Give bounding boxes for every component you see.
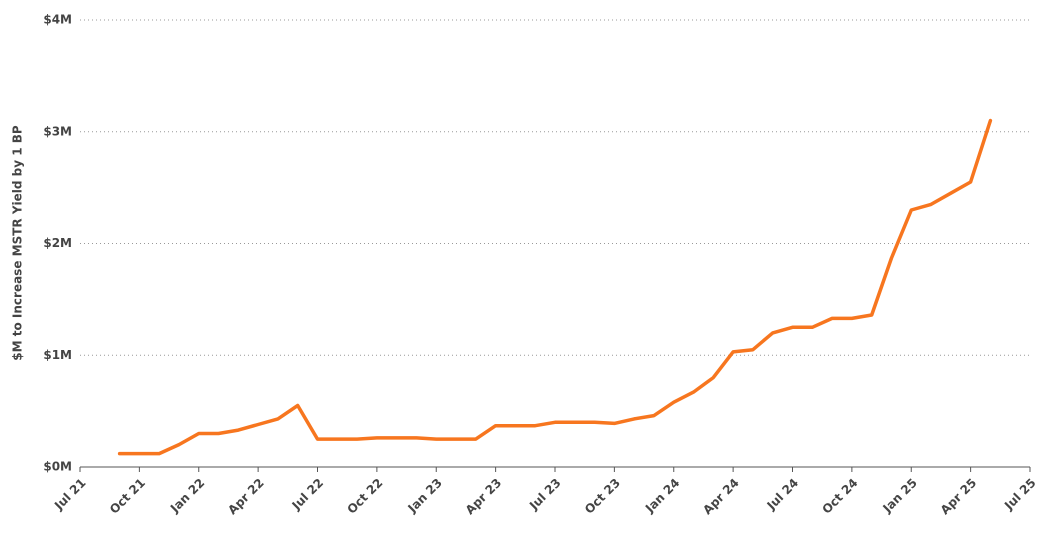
- y-tick-label: $0M: [43, 460, 72, 474]
- y-tick-label: $2M: [43, 236, 72, 250]
- x-tick-label: Oct 21: [107, 476, 148, 517]
- x-tick-label: Jul 24: [764, 476, 801, 513]
- x-tick-label: Jul 22: [289, 476, 326, 513]
- x-tick-label: Jan 22: [167, 476, 207, 516]
- x-tick-label: Oct 24: [820, 476, 861, 517]
- x-tick-label: Apr 25: [938, 476, 979, 517]
- x-tick-label: Apr 22: [225, 476, 266, 517]
- x-tick-label: Apr 23: [463, 476, 504, 517]
- x-tick-label: Jul 21: [51, 476, 88, 513]
- x-tick-label: Jan 23: [405, 476, 445, 516]
- x-tick-label: Oct 23: [582, 476, 623, 517]
- x-tick-label: Oct 22: [345, 476, 386, 517]
- y-tick-label: $1M: [43, 348, 72, 362]
- y-tick-label: $4M: [43, 13, 72, 27]
- x-tick-label: Jan 24: [642, 476, 682, 516]
- x-tick-label: Jan 25: [880, 476, 920, 516]
- y-tick-label: $3M: [43, 124, 72, 138]
- x-tick-label: Apr 24: [700, 476, 741, 517]
- x-tick-label: Jul 23: [526, 476, 563, 513]
- y-axis-label: $M to Increase MSTR Yield by 1 BP: [11, 125, 25, 361]
- data-line: [117, 118, 993, 456]
- x-tick-label: Jul 25: [1001, 476, 1038, 513]
